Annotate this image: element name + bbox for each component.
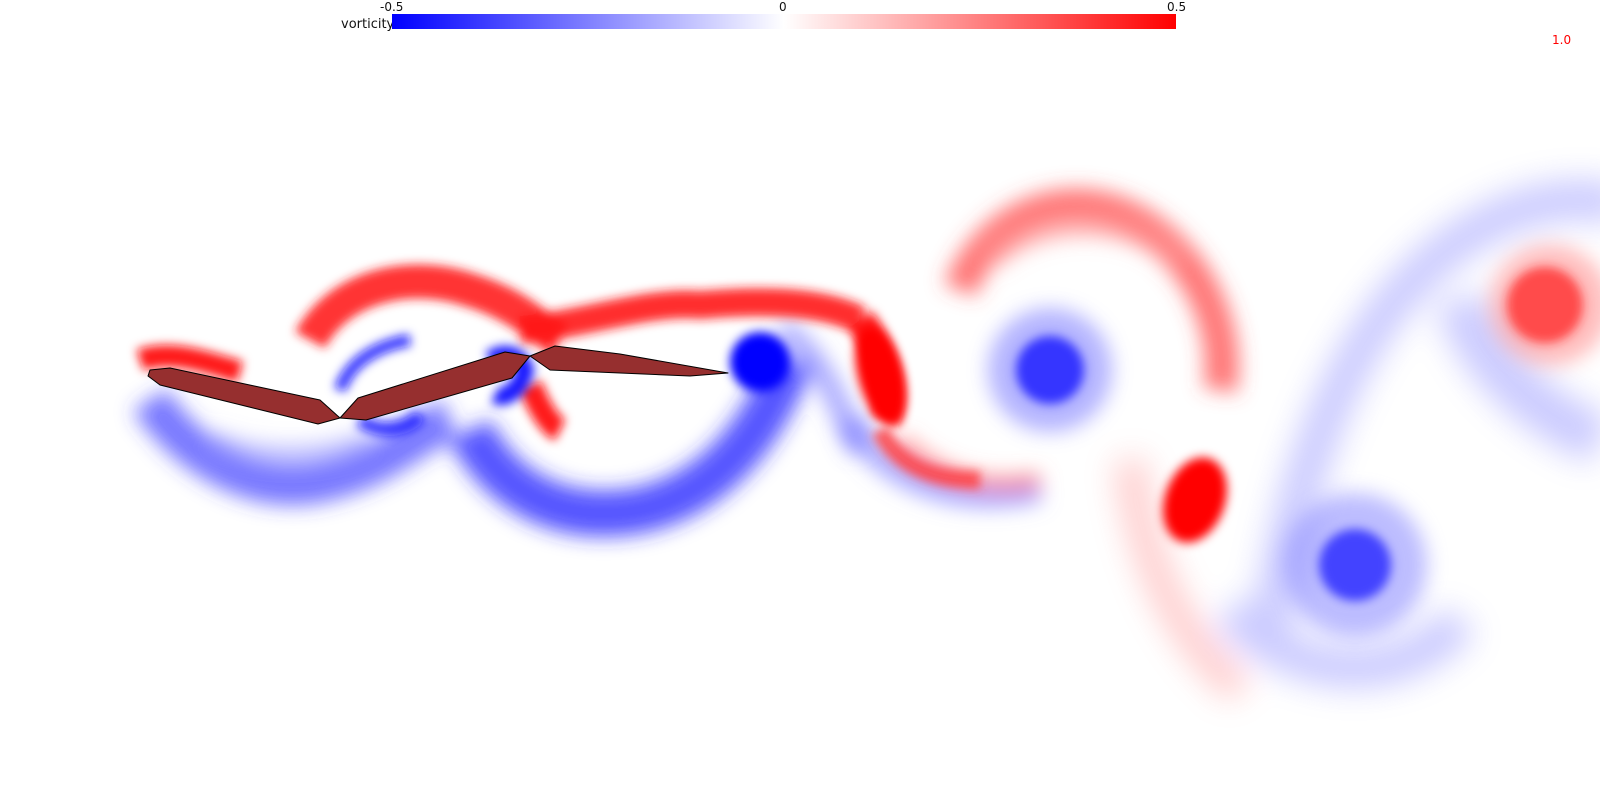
vortex-red-halo-right <box>1490 245 1600 365</box>
blue-band-d <box>206 430 374 465</box>
time-label: 1.0 <box>1552 33 1572 47</box>
halo-blue-lower <box>1214 596 1476 688</box>
foil-segment-rear <box>529 345 729 377</box>
halo-red-lower <box>1115 458 1250 702</box>
vortex-red-core-lower <box>1163 457 1227 543</box>
blue-band-a <box>133 388 458 506</box>
colorbar-tick-max: 0.5 <box>1167 0 1187 14</box>
colorbar-tick-min: -0.5 <box>380 0 404 14</box>
vortex-cores <box>730 245 1600 637</box>
halo-blue-upper-right <box>1250 180 1600 643</box>
vortex-blue-halo-lower <box>1283 493 1427 637</box>
red-band-b <box>518 288 867 344</box>
articulated-foil <box>147 345 729 425</box>
colorbar-gradient <box>392 14 1176 29</box>
colorbar-label: vorticity <box>341 17 395 32</box>
blue-band-c <box>774 320 870 455</box>
blue-pocket-c <box>355 410 426 437</box>
blue-band-b <box>449 351 812 537</box>
blue-pocket-a <box>334 334 412 393</box>
vortex-blue-halo-center <box>988 308 1112 432</box>
colorbar-tick-mid: 0 <box>779 0 787 14</box>
red-band-leading <box>136 344 244 383</box>
lower-blue-band <box>133 320 870 537</box>
red-band-e <box>518 380 567 441</box>
halo-blue-right <box>1436 291 1600 463</box>
wake-halos <box>1115 180 1600 702</box>
red-arc-faint <box>982 215 1188 269</box>
foil-segment-front <box>147 367 341 425</box>
vortex-red-core-mid <box>855 326 905 424</box>
red-band-d <box>871 425 981 489</box>
vortex-blue-core-foil-tail <box>730 332 790 392</box>
